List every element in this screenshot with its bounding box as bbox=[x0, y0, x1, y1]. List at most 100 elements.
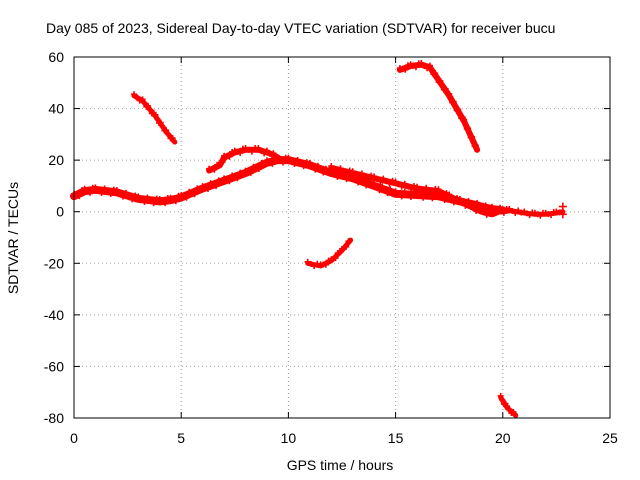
arc-upper-2-points bbox=[450, 98, 457, 105]
arc-upper-1-points bbox=[169, 135, 176, 142]
band-secondary-points bbox=[446, 191, 453, 198]
arc-upper-2-points bbox=[468, 133, 475, 140]
band-secondary-points bbox=[374, 175, 381, 182]
band-main-points bbox=[340, 172, 347, 179]
band-secondary-points bbox=[438, 189, 445, 196]
band-main-points bbox=[297, 160, 304, 167]
band-tail-points bbox=[515, 207, 522, 214]
hump-points bbox=[237, 149, 244, 156]
hump-points bbox=[211, 166, 218, 173]
band-main-points bbox=[331, 170, 338, 177]
band-main-points bbox=[126, 193, 133, 200]
band-secondary-points bbox=[395, 181, 402, 188]
band-secondary-points bbox=[404, 183, 411, 190]
band-secondary-points bbox=[371, 173, 378, 180]
band-secondary-points bbox=[423, 184, 430, 191]
band-secondary-points bbox=[435, 186, 442, 193]
band-main-points bbox=[320, 169, 327, 176]
band-main-points bbox=[120, 193, 127, 200]
x-axis-title: GPS time / hours bbox=[287, 457, 394, 473]
hump-points bbox=[273, 153, 280, 160]
band-main-points bbox=[379, 183, 386, 190]
band-tail-points bbox=[518, 209, 525, 216]
arc-bottom-points bbox=[504, 403, 511, 410]
arc-upper-2-points bbox=[432, 70, 439, 77]
band-main-points bbox=[196, 186, 203, 193]
arc-upper-2-points bbox=[439, 82, 446, 89]
arc-upper-2-points bbox=[412, 64, 419, 71]
band-main-points bbox=[309, 163, 316, 170]
hump-points bbox=[276, 157, 283, 164]
arc-upper-2-points bbox=[433, 74, 440, 81]
arc-lower-points bbox=[336, 249, 343, 256]
band-secondary-points bbox=[328, 163, 335, 170]
band-main-points bbox=[343, 176, 350, 183]
band-main-points bbox=[306, 159, 313, 166]
arc-upper-2-points bbox=[472, 142, 479, 149]
band-main-points bbox=[426, 192, 433, 199]
band-secondary-points bbox=[492, 210, 499, 217]
band-main-points bbox=[104, 188, 111, 195]
hump-points bbox=[263, 147, 270, 154]
band-main-points bbox=[138, 196, 145, 203]
arc-upper-1-points bbox=[146, 106, 153, 113]
arc-upper-2-points bbox=[447, 95, 454, 102]
band-tail-points bbox=[506, 205, 513, 212]
band-main-points bbox=[312, 166, 319, 173]
arc-upper-2-points bbox=[426, 62, 433, 69]
band-secondary-points bbox=[365, 175, 372, 182]
band-main-points bbox=[404, 191, 411, 198]
band-main-points bbox=[247, 169, 254, 176]
band-secondary-points bbox=[386, 180, 393, 187]
band-tail-points bbox=[509, 207, 516, 214]
end-marker bbox=[558, 210, 567, 219]
arc-bottom-points bbox=[510, 408, 517, 415]
y-tick-label: -80 bbox=[44, 410, 64, 426]
arc-upper-1-points bbox=[157, 119, 164, 126]
band-main-points bbox=[352, 176, 359, 183]
band-main-points bbox=[239, 171, 246, 178]
y-tick-label: 60 bbox=[48, 49, 64, 65]
arc-upper-2-points bbox=[461, 116, 468, 123]
band-secondary-points bbox=[340, 167, 347, 174]
axis-ticks: 0 5 10 15 20 25 -80 -60 -40 -20 0 20 40 60 bbox=[44, 49, 618, 446]
arc-upper-1-points bbox=[145, 102, 152, 109]
band-main-points bbox=[373, 183, 380, 190]
arc-upper-1-points bbox=[165, 131, 172, 138]
band-tail-points bbox=[553, 208, 560, 215]
band-main-points bbox=[141, 198, 148, 205]
band-secondary-points bbox=[380, 175, 387, 182]
band-main-points bbox=[314, 162, 321, 169]
x-tick-label: 10 bbox=[281, 430, 297, 446]
y-tick-label: -20 bbox=[44, 255, 64, 271]
hump-points bbox=[270, 150, 277, 157]
plot-frame bbox=[73, 56, 611, 419]
arc-lower-points bbox=[332, 255, 339, 262]
band-main-points bbox=[387, 186, 394, 193]
arc-bottom-points bbox=[497, 392, 504, 399]
x-tick-label: 25 bbox=[602, 430, 618, 446]
band-secondary-points bbox=[500, 209, 507, 216]
band-secondary-points bbox=[417, 185, 424, 192]
arc-upper-1-points bbox=[163, 127, 170, 134]
band-main-points bbox=[183, 194, 190, 201]
band-main-points bbox=[144, 194, 151, 201]
band-main-points bbox=[205, 185, 211, 192]
band-secondary-points bbox=[355, 173, 362, 180]
x-tick-label: 5 bbox=[177, 430, 185, 446]
band-main-points bbox=[381, 186, 388, 193]
band-secondary-points bbox=[337, 165, 344, 172]
band-main-points bbox=[92, 184, 99, 191]
arc-bottom-points bbox=[499, 396, 506, 403]
grid bbox=[74, 57, 610, 418]
band-secondary-points bbox=[361, 172, 368, 179]
band-secondary-points bbox=[448, 194, 455, 201]
band-main-points bbox=[376, 187, 383, 194]
band-main-points bbox=[395, 190, 402, 197]
end-marker bbox=[558, 202, 567, 211]
hump-points bbox=[248, 148, 255, 155]
band-main-points bbox=[129, 196, 136, 203]
band-main-points bbox=[101, 185, 108, 192]
band-main-points bbox=[218, 178, 225, 185]
band-main-points bbox=[291, 161, 298, 168]
